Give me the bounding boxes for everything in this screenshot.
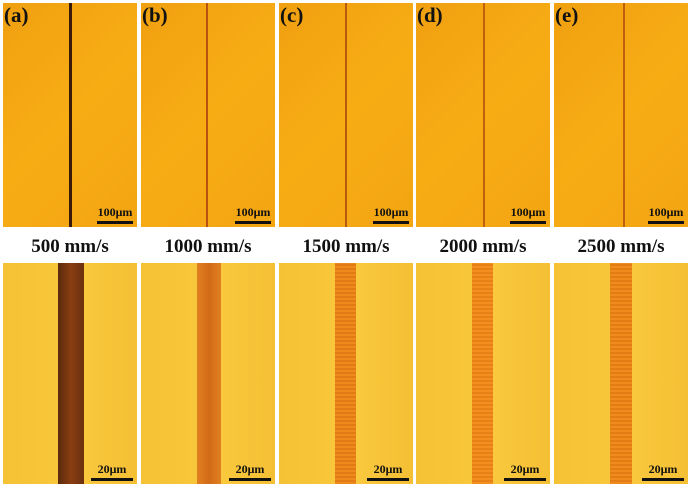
scan-track (483, 3, 485, 227)
speed-label: 2500 mm/s (577, 236, 665, 257)
scale-bar: 100μm (373, 205, 409, 224)
top-micrograph-4: (e) 100μm (554, 3, 688, 227)
top-micrograph-0: (a) 100μm (3, 3, 137, 227)
speed-label: 1000 mm/s (164, 236, 252, 257)
scan-track-detail (58, 263, 84, 484)
scale-bar-label: 100μm (97, 205, 133, 219)
panel-label: (c) (280, 3, 304, 27)
scale-bar: 100μm (510, 205, 546, 224)
bottom-micrograph-2: 20μm (279, 263, 413, 484)
panel-label: (b) (142, 3, 168, 27)
bottom-micrograph-3: 20μm (416, 263, 550, 484)
bottom-micrograph-4: 20μm (554, 263, 688, 484)
scale-bar-label: 20μm (97, 462, 127, 476)
speed-label: 2000 mm/s (439, 236, 527, 257)
scale-bar: 20μm (367, 462, 409, 481)
scan-track-detail (335, 263, 356, 484)
scale-bar: 100μm (97, 205, 133, 224)
scale-bar: 20μm (91, 462, 133, 481)
scale-bar: 20μm (504, 462, 546, 481)
scale-bar: 100μm (648, 205, 684, 224)
scale-bar-label: 20μm (510, 462, 540, 476)
scale-bar-label: 20μm (373, 462, 403, 476)
scale-bar: 100μm (235, 205, 271, 224)
top-micrograph-3: (d) 100μm (416, 3, 550, 227)
scale-bar-label: 100μm (373, 205, 409, 219)
scan-track (69, 3, 72, 227)
top-micrograph-2: (c) 100μm (279, 3, 413, 227)
speed-label: 1500 mm/s (302, 236, 390, 257)
scale-bar: 20μm (229, 462, 271, 481)
scale-bar-label: 100μm (235, 205, 271, 219)
scan-track-detail (197, 263, 221, 484)
scan-track (623, 3, 625, 227)
speed-label: 500 mm/s (31, 236, 109, 257)
scan-track-detail (610, 263, 632, 484)
panel-label: (e) (555, 3, 579, 27)
scale-bar-label: 20μm (648, 462, 678, 476)
top-micrograph-1: (b) 100μm (141, 3, 275, 227)
panel-label: (a) (4, 3, 29, 27)
scale-bar-label: 20μm (235, 462, 265, 476)
scale-bar-label: 100μm (648, 205, 684, 219)
scan-track (345, 3, 347, 227)
bottom-micrograph-0: 20μm (3, 263, 137, 484)
scale-bar: 20μm (642, 462, 684, 481)
panel-label: (d) (417, 3, 443, 27)
scale-bar-label: 100μm (510, 205, 546, 219)
bottom-micrograph-1: 20μm (141, 263, 275, 484)
scan-track (206, 3, 208, 227)
scan-track-detail (472, 263, 493, 484)
